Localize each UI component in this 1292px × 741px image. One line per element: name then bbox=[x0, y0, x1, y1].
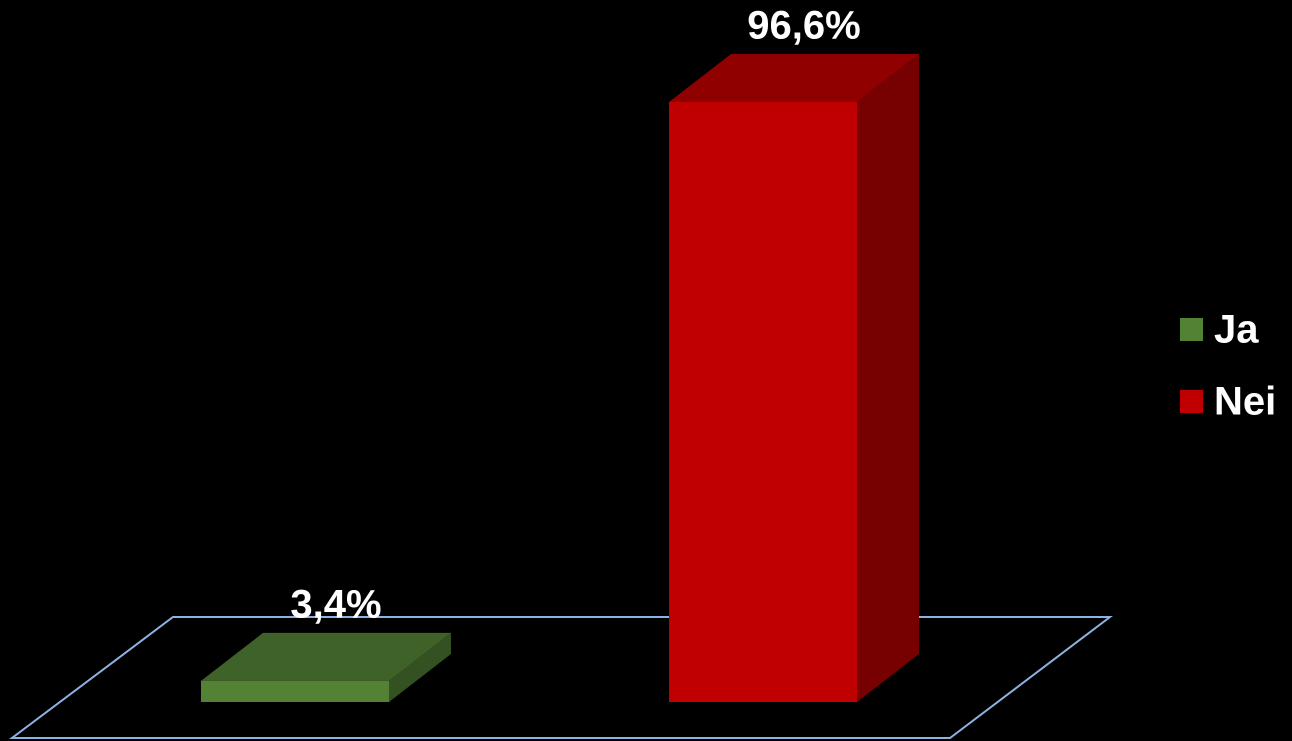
bar bbox=[669, 102, 857, 702]
legend-label: Nei bbox=[1214, 380, 1276, 424]
bar-top bbox=[669, 54, 919, 102]
legend-label: Ja bbox=[1214, 308, 1259, 352]
bar-side bbox=[857, 54, 919, 702]
legend-swatch bbox=[1180, 318, 1203, 341]
floor bbox=[9, 616, 1113, 739]
bar-side bbox=[389, 632, 451, 702]
data-label: 96,6% bbox=[747, 4, 860, 48]
bar bbox=[201, 680, 389, 702]
legend-swatch bbox=[1180, 390, 1203, 413]
bar-top bbox=[201, 632, 451, 681]
data-label: 3,4% bbox=[290, 582, 381, 626]
